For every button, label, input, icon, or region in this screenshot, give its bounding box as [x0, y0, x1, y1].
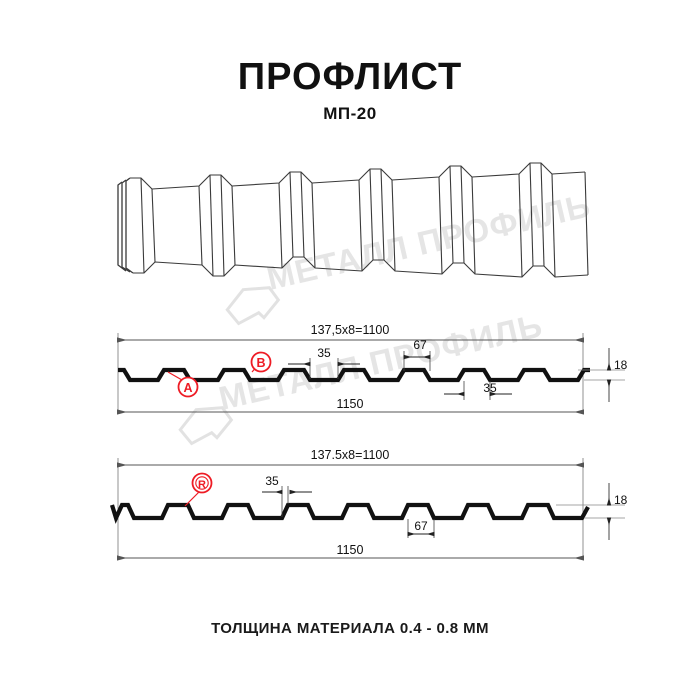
dim-bottom-2: 1150: [337, 543, 364, 557]
dim-top-2: 137.5x8=1100: [311, 448, 390, 462]
dim-height-1: 18: [614, 358, 628, 372]
section-drawing-1: 137,5x8=1100 1150 18 35 67 35: [117, 323, 628, 415]
dim-rib-bottom-2: 67: [414, 519, 428, 533]
material-thickness-note: ТОЛЩИНА МАТЕРИАЛА 0.4 - 0.8 ММ: [211, 620, 489, 637]
profile-section-2: [109, 502, 590, 524]
page-subtitle: МП-20: [323, 104, 377, 123]
profile-section-1: [118, 367, 590, 383]
dim-rib-lower-1: 35: [483, 381, 497, 395]
marker-b-label: B: [256, 356, 265, 370]
marker-r: R: [184, 472, 213, 507]
marker-a-label: A: [183, 381, 192, 395]
dim-rib-bottom-1: 67: [413, 338, 427, 352]
dim-rib-top-2: 35: [265, 474, 279, 488]
3d-profile-sheet: [117, 162, 589, 278]
dim-height-2: 18: [614, 493, 628, 507]
section-drawing-2: 137.5x8=1100 1150 18 35 67 R: [109, 448, 628, 561]
dim-top-1: 137,5x8=1100: [311, 323, 390, 337]
marker-b: B: [250, 351, 272, 373]
dim-rib-top-1: 35: [317, 346, 331, 360]
watermark-top: МЕТАЛЛ ПРОФИЛЬ: [225, 186, 594, 326]
marker-r-label: R: [198, 479, 206, 491]
marker-a: A: [167, 371, 199, 398]
page-title: ПРОФЛИСТ: [237, 56, 463, 98]
dim-bottom-1: 1150: [337, 397, 364, 411]
